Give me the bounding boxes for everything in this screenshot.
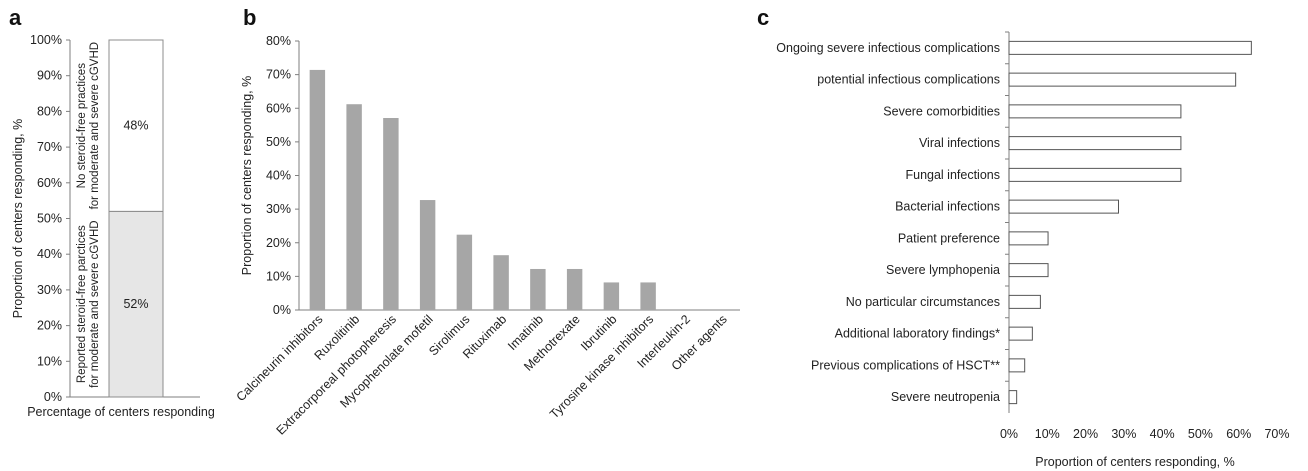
a-y-tick-label: 40% xyxy=(37,247,62,261)
c-category-label: Severe neutropenia xyxy=(891,390,1000,404)
c-x-tick-label: 70% xyxy=(1264,427,1289,441)
a-segment-series-label: No steroid-free practicesfor moderate an… xyxy=(76,42,101,209)
c-category-label: Previous complications of HSCT** xyxy=(811,358,1000,372)
a-segment-data-label: 52% xyxy=(123,297,148,311)
c-bar-previous-complications-of-hsct xyxy=(1008,358,1026,373)
c-x-tick-label: 60% xyxy=(1226,427,1251,441)
c-bar-viral-infections xyxy=(1008,136,1182,151)
c-category-label: Additional laboratory findings* xyxy=(835,327,1001,341)
a-x-axis-title: Percentage of centers responding xyxy=(27,405,215,419)
c-category-label: Fungal infections xyxy=(905,168,1000,182)
a-y-tick-label: 10% xyxy=(37,354,62,368)
c-category-label: Patient preference xyxy=(898,231,1000,245)
b-y-tick-label: 60% xyxy=(266,101,291,115)
a-y-tick-label: 20% xyxy=(37,319,62,333)
c-bar-severe-neutropenia xyxy=(1008,390,1018,405)
b-y-tick-label: 70% xyxy=(266,68,291,82)
a-y-tick-label: 50% xyxy=(37,212,62,226)
c-bar-bacterial-infections xyxy=(1008,199,1119,214)
b-bar-extracorporeal-photopheresis xyxy=(383,118,399,310)
b-bar-imatinib xyxy=(530,268,546,310)
c-bar-severe-lymphopenia xyxy=(1008,263,1049,278)
panel-letter-a: a xyxy=(9,5,22,30)
c-bar-ongoing-severe-infectious-complications xyxy=(1008,40,1252,55)
b-y-tick-label: 10% xyxy=(266,269,291,283)
a-y-tick-label: 30% xyxy=(37,283,62,297)
b-bar-ibrutinib xyxy=(603,282,620,310)
a-segment-data-label: 48% xyxy=(123,119,148,133)
panel-letter-c: c xyxy=(757,5,769,30)
c-category-label: Severe lymphopenia xyxy=(886,263,1000,277)
c-x-tick-label: 10% xyxy=(1035,427,1060,441)
panel-b-bar-chart: 0%10%20%30%40%50%60%70%80%Calcineurin in… xyxy=(234,34,740,438)
b-bar-mycophenolate-mofetil xyxy=(419,200,436,310)
a-series-label-line: for moderate and severe cGVHD xyxy=(89,220,101,387)
c-x-tick-label: 40% xyxy=(1150,427,1175,441)
a-y-axis-title: Proportion of centers responding, % xyxy=(11,119,25,318)
panel-c-horizontal-bar-chart: 0% 10% 20% 30% 40% 50% 60% 70% Ongoing severe in… xyxy=(776,31,1290,469)
a-bar-segment-2 xyxy=(108,39,164,212)
c-x-tick-label: 30% xyxy=(1111,427,1136,441)
b-bar-tyrosine-kinase-inhibitors xyxy=(640,282,656,310)
a-y-tick-label: 60% xyxy=(37,176,62,190)
b-y-tick-label: 20% xyxy=(266,236,291,250)
b-y-tick-label: 50% xyxy=(266,135,291,149)
b-y-tick-label: 40% xyxy=(266,169,291,183)
a-series-label-line: No steroid-free practices xyxy=(76,63,88,189)
c-category-label: Ongoing severe infectious complications xyxy=(776,41,1000,55)
b-bar-methotrexate xyxy=(566,268,583,310)
c-category-label: Severe comorbidities xyxy=(883,104,1000,118)
c-bar-potential-infectious-complications xyxy=(1008,72,1237,87)
c-bar-additional-laboratory-findings xyxy=(1008,326,1033,341)
c-bar-patient-preference xyxy=(1008,231,1049,246)
c-bar-fungal-infections xyxy=(1008,167,1182,182)
c-category-label: Viral infections xyxy=(919,136,1000,150)
c-category-label: potential infectious complications xyxy=(817,73,1000,87)
a-y-tick-label: 90% xyxy=(37,69,62,83)
a-bar-segment-1 xyxy=(108,210,164,398)
c-bar-severe-comorbidities xyxy=(1008,104,1182,119)
c-category-label: No particular circumstances xyxy=(846,295,1000,309)
a-y-tick-label: 100% xyxy=(30,33,62,47)
b-y-tick-label: 0% xyxy=(273,303,291,317)
b-bar-calcineurin-inhibitors xyxy=(309,69,326,310)
a-segment-series-label: Reported steroid-free parcticesfor moder… xyxy=(76,220,101,387)
panel-letter-b: b xyxy=(243,5,256,30)
c-x-tick-label: 20% xyxy=(1073,427,1098,441)
a-series-label-line: Reported steroid-free parctices xyxy=(76,225,88,383)
b-y-tick-label: 30% xyxy=(266,202,291,216)
b-bar-sirolimus xyxy=(456,234,473,310)
b-y-tick-label: 80% xyxy=(266,34,291,48)
b-bar-ruxolitinib xyxy=(346,104,362,310)
c-x-axis-title: Proportion of centers responding, % xyxy=(1035,455,1234,469)
b-y-axis-title: Proportion of centers responding, % xyxy=(240,76,254,275)
c-x-tick-label: 0% xyxy=(1000,427,1018,441)
panel-a-stacked-bar-chart: 0% 10% 20% 30% 40% 50% 60% 70% 80% 90% 100% 52% Repo… xyxy=(11,33,215,419)
a-y-tick-label: 70% xyxy=(37,140,62,154)
c-x-tick-label: 50% xyxy=(1188,427,1213,441)
c-category-label: Bacterial infections xyxy=(895,200,1000,214)
c-bar-no-particular-circumstances xyxy=(1008,294,1041,309)
b-bar-rituximab xyxy=(493,255,509,310)
a-series-label-line: for moderate and severe cGVHD xyxy=(89,42,101,209)
a-y-tick-label: 80% xyxy=(37,104,62,118)
a-y-tick-label: 0% xyxy=(44,390,62,404)
